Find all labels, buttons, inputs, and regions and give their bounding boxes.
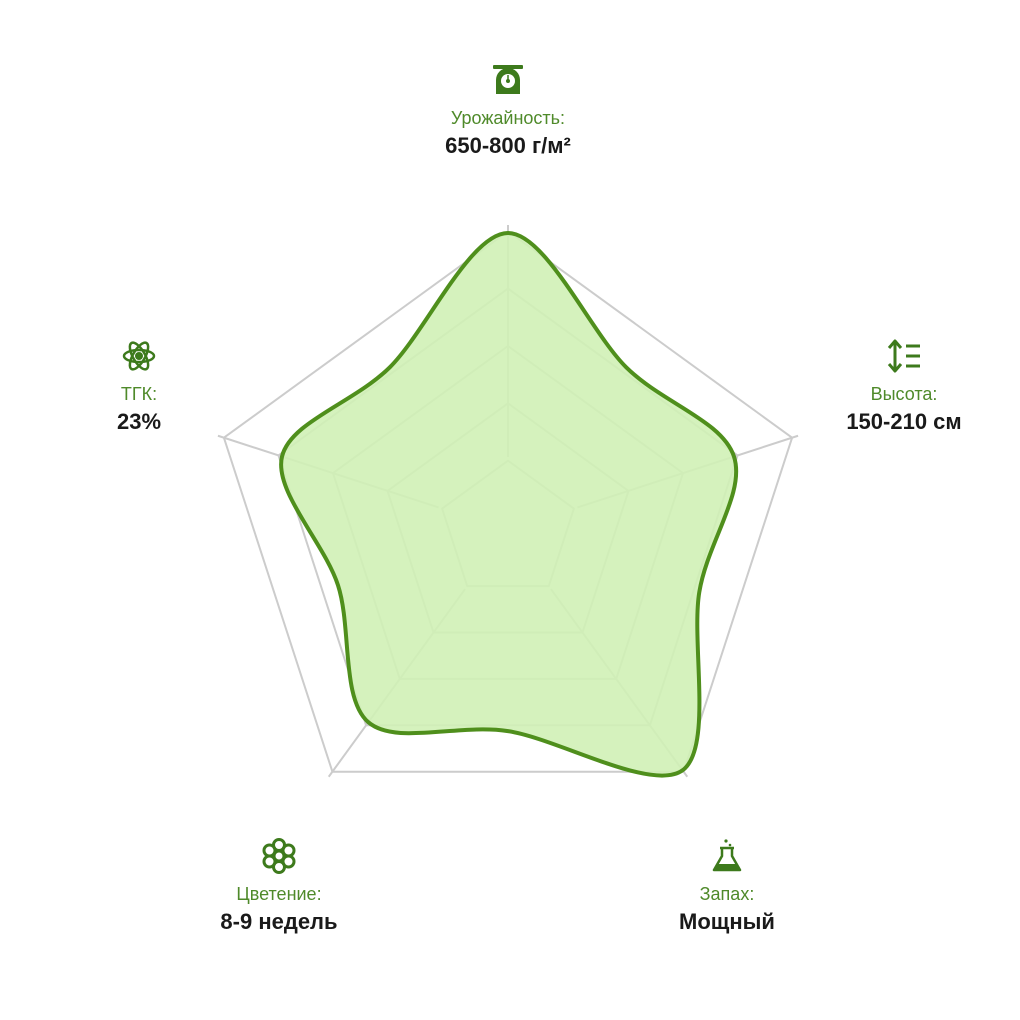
axis-label-text: ТГК: (120, 384, 158, 404)
axis-value-text: 650-800 г/м² (445, 133, 571, 158)
axis-label-text: Высота: (870, 384, 938, 404)
grid-ring (222, 230, 794, 773)
axis-label-thc: ТГК: 23% (9, 338, 269, 438)
axis-label-height: Высота: 150-210 см (774, 338, 1020, 438)
flower-icon (262, 838, 296, 874)
axis-label-text: Запах: (699, 884, 755, 904)
axis-label-smell: Запах: Мощный (597, 838, 857, 938)
axis-label-flowering: Цветение: 8-9 недель (149, 838, 409, 938)
axis-value-text: 23% (116, 409, 162, 434)
axis-value-text: Мощный (679, 909, 775, 934)
axis-value-text: 150-210 см (846, 409, 962, 434)
height-arrows-icon (887, 339, 920, 373)
data-series-shape (279, 231, 739, 778)
scale-icon (493, 65, 523, 94)
axis-label-text: Цветение: (236, 884, 322, 904)
axis-label-yield: Урожайность: 650-800 г/м² (378, 62, 638, 162)
flask-icon (712, 839, 742, 872)
axis-value-text: 8-9 недель (220, 909, 338, 934)
axis-label-text: Урожайность: (450, 108, 566, 128)
atom-icon (122, 341, 156, 371)
